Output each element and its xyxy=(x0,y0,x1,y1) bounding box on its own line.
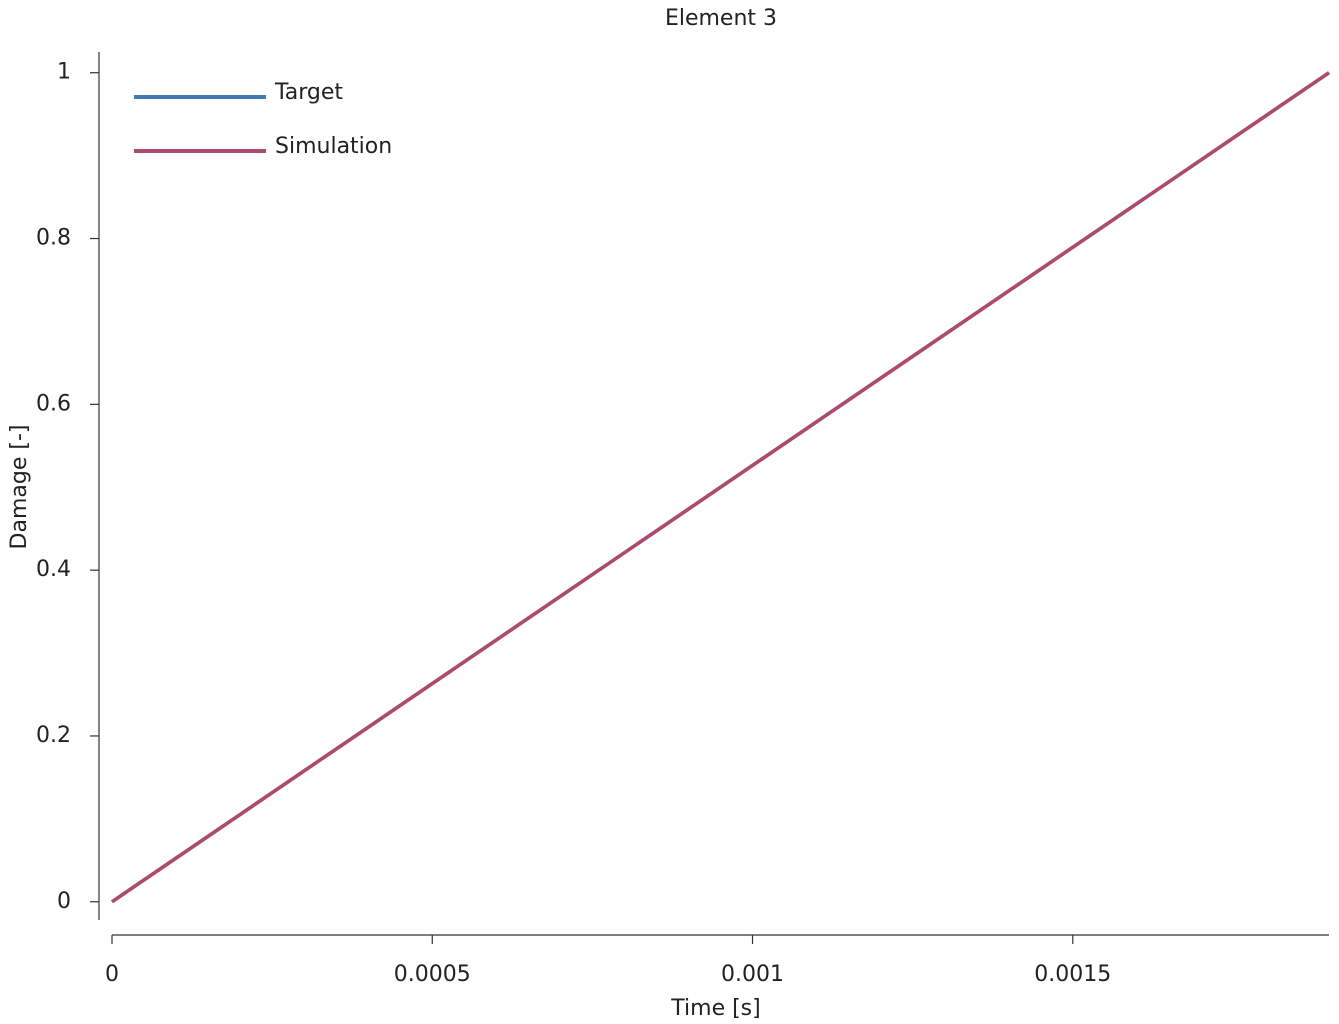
legend-label: Simulation xyxy=(275,134,392,159)
y-tick-label: 0 xyxy=(57,889,71,914)
x-tick-label: 0 xyxy=(105,962,119,987)
x-tick-label: 0.0015 xyxy=(1034,962,1111,987)
series-line xyxy=(111,71,1330,904)
y-tick-label: 0.6 xyxy=(36,391,71,416)
x-axis-label: Time [s] xyxy=(670,996,760,1021)
y-axis-label: Damage [-] xyxy=(7,425,32,550)
legend-label: Target xyxy=(274,80,343,105)
chart-title: Element 3 xyxy=(665,6,777,31)
y-tick-label: 0.4 xyxy=(36,557,71,582)
x-tick-label: 0.0005 xyxy=(394,962,471,987)
y-tick-label: 0.8 xyxy=(36,226,71,251)
x-tick-label: 0.001 xyxy=(721,962,784,987)
y-tick-label: 1 xyxy=(57,60,71,85)
y-tick-label: 0.2 xyxy=(36,723,71,748)
